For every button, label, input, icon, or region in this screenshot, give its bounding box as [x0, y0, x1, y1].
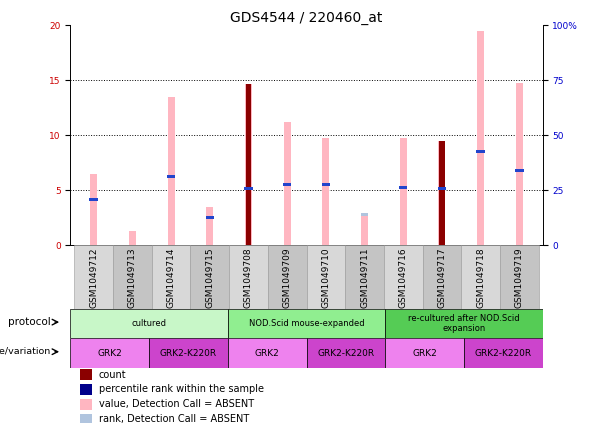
- Bar: [322, 137, 329, 245]
- Text: GSM1049715: GSM1049715: [205, 247, 215, 308]
- Bar: [476, 150, 485, 154]
- Bar: [399, 186, 408, 189]
- Bar: [228, 309, 385, 338]
- Bar: [400, 186, 406, 188]
- Bar: [74, 245, 113, 309]
- Text: genotype/variation: genotype/variation: [0, 347, 51, 356]
- Bar: [439, 187, 445, 190]
- Bar: [129, 231, 136, 245]
- Bar: [80, 414, 92, 423]
- Bar: [516, 82, 523, 245]
- Bar: [268, 245, 306, 309]
- Text: GSM1049712: GSM1049712: [89, 247, 98, 308]
- Text: GRK2-K220R: GRK2-K220R: [160, 349, 217, 358]
- Bar: [89, 198, 98, 201]
- Bar: [152, 245, 191, 309]
- Bar: [191, 245, 229, 309]
- Text: GSM1049716: GSM1049716: [398, 247, 408, 308]
- Text: GRK2-K220R: GRK2-K220R: [474, 349, 531, 358]
- Bar: [91, 198, 97, 201]
- Bar: [80, 369, 92, 380]
- Bar: [362, 213, 368, 216]
- Bar: [345, 245, 384, 309]
- Text: GDS4544 / 220460_at: GDS4544 / 220460_at: [230, 11, 383, 25]
- Bar: [515, 169, 524, 172]
- Bar: [478, 151, 484, 153]
- Bar: [438, 187, 446, 190]
- Bar: [245, 84, 252, 245]
- Bar: [245, 187, 251, 190]
- Bar: [168, 175, 174, 177]
- Text: protocol: protocol: [8, 317, 51, 327]
- Bar: [246, 84, 251, 245]
- Bar: [477, 31, 484, 245]
- Bar: [207, 217, 213, 219]
- Bar: [205, 216, 214, 220]
- Bar: [113, 245, 152, 309]
- Bar: [306, 338, 385, 368]
- Bar: [322, 183, 330, 187]
- Text: GSM1049713: GSM1049713: [128, 247, 137, 308]
- Text: NOD.Scid mouse-expanded: NOD.Scid mouse-expanded: [249, 319, 364, 328]
- Bar: [464, 338, 543, 368]
- Text: GSM1049710: GSM1049710: [321, 247, 330, 308]
- Bar: [516, 169, 522, 172]
- Text: GSM1049709: GSM1049709: [283, 247, 292, 308]
- Bar: [323, 184, 329, 186]
- Bar: [228, 338, 306, 368]
- Text: GRK2-K220R: GRK2-K220R: [318, 349, 375, 358]
- Bar: [284, 184, 290, 186]
- Text: percentile rank within the sample: percentile rank within the sample: [99, 385, 264, 395]
- Text: re-cultured after NOD.Scid
expansion: re-cultured after NOD.Scid expansion: [408, 314, 520, 333]
- Bar: [207, 207, 213, 245]
- Text: GSM1049717: GSM1049717: [438, 247, 446, 308]
- Bar: [461, 245, 500, 309]
- Bar: [306, 245, 345, 309]
- Bar: [70, 338, 149, 368]
- Bar: [438, 141, 446, 245]
- Bar: [70, 309, 228, 338]
- Text: GRK2: GRK2: [97, 349, 122, 358]
- Text: GSM1049719: GSM1049719: [515, 247, 524, 308]
- Bar: [90, 174, 97, 245]
- Bar: [384, 245, 422, 309]
- Bar: [283, 183, 291, 187]
- Text: GSM1049714: GSM1049714: [167, 247, 175, 308]
- Text: GSM1049708: GSM1049708: [244, 247, 253, 308]
- Text: rank, Detection Call = ABSENT: rank, Detection Call = ABSENT: [99, 414, 249, 423]
- Text: cultured: cultured: [132, 319, 167, 328]
- Text: GSM1049711: GSM1049711: [360, 247, 369, 308]
- Bar: [149, 338, 228, 368]
- Bar: [361, 214, 368, 245]
- Bar: [167, 97, 175, 245]
- Bar: [284, 122, 291, 245]
- Bar: [500, 245, 539, 309]
- Text: value, Detection Call = ABSENT: value, Detection Call = ABSENT: [99, 399, 254, 409]
- Bar: [80, 384, 92, 395]
- Text: GSM1049718: GSM1049718: [476, 247, 485, 308]
- Bar: [400, 137, 406, 245]
- Text: GRK2: GRK2: [412, 349, 437, 358]
- Bar: [422, 245, 461, 309]
- Text: count: count: [99, 370, 126, 379]
- Bar: [385, 338, 464, 368]
- Bar: [229, 245, 268, 309]
- Bar: [385, 309, 543, 338]
- Bar: [167, 175, 175, 178]
- Bar: [80, 399, 92, 410]
- Text: GRK2: GRK2: [255, 349, 280, 358]
- Bar: [244, 187, 253, 190]
- Bar: [439, 141, 444, 245]
